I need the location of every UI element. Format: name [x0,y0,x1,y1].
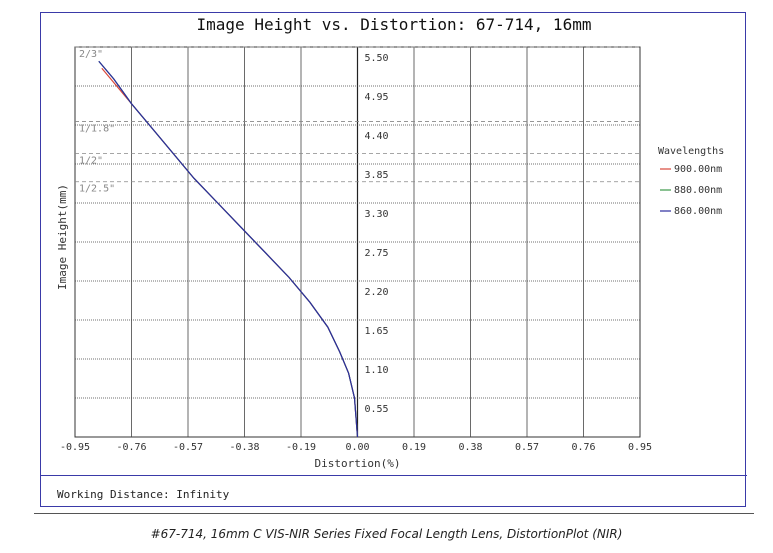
distortion-chart: 2/3" 1/1.8" 1/2" 1/2.5" 0.55 1.10 1.65 2.20 2.75… [56,46,724,470]
caption-divider [34,513,754,514]
sensor-format-label: 1/1.8" [79,123,115,134]
sensor-format-label: 1/2" [79,155,103,166]
x-tick-label: -0.38 [229,442,259,453]
x-tick-label: 0.19 [402,442,426,453]
x-tick-label: 0.95 [628,442,652,453]
y-tick-label: 5.50 [365,53,389,64]
y-tick-label: 3.85 [365,170,389,181]
y-tick-label: 4.40 [365,131,389,142]
footer-divider [41,475,747,476]
x-axis-label: Distortion(%) [314,457,400,470]
x-tick-label: 0.00 [345,442,369,453]
series-line [98,60,359,438]
y-tick-label: 0.55 [365,404,389,415]
x-tick-label: -0.19 [286,442,316,453]
y-tick-label: 1.10 [365,365,389,376]
working-distance-label: Working Distance: Infinity [57,488,230,501]
legend-entry: 880.00nm [674,185,722,196]
legend-entry: 860.00nm [674,206,722,217]
x-tick-label: -0.76 [116,442,146,453]
x-tick-label: 0.57 [515,442,539,453]
plot-frame: Image Height vs. Distortion: 67-714, 16m… [40,12,747,507]
x-tick-label: 0.76 [571,442,595,453]
figure-caption: #67-714, 16mm C VIS-NIR Series Fixed Foc… [150,527,623,541]
sensor-format-label: 1/2.5" [79,184,115,195]
x-tick-label: 0.38 [458,442,482,453]
legend-title: Wavelengths [658,146,724,157]
legend-entry: 900.00nm [674,164,722,175]
sensor-format-label: 2/3" [79,49,103,60]
y-tick-label: 3.30 [365,209,389,220]
y-tick-label: 2.20 [365,287,389,298]
chart-title: Image Height vs. Distortion: 67-714, 16m… [196,15,592,34]
y-tick-label: 2.75 [365,248,389,259]
y-axis-label: Image Height(mm) [56,184,69,290]
x-tick-label: -0.95 [60,442,90,453]
y-tick-label: 4.95 [365,92,389,103]
x-tick-label: -0.57 [173,442,203,453]
y-tick-label: 1.65 [365,326,389,337]
